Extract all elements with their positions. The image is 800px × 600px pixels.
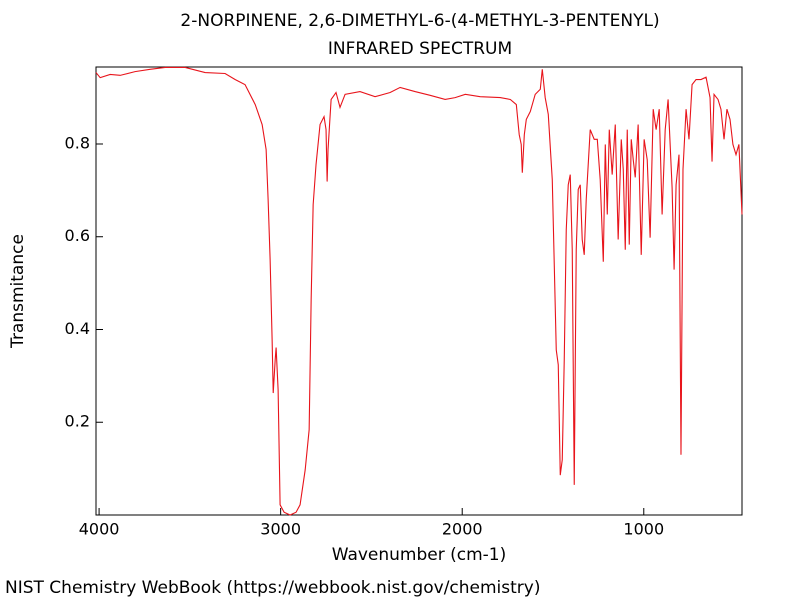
y-tick-label: 0.4 xyxy=(65,319,90,338)
x-axis-label: Wavenumber (cm-1) xyxy=(332,545,507,565)
x-tick-label: 4000 xyxy=(79,520,120,539)
footer: NIST Chemistry WebBook (https://webbook.… xyxy=(5,578,540,598)
chart-title: 2-NORPINENE, 2,6-DIMETHYL-6-(4-METHYL-3-… xyxy=(180,11,659,31)
y-tick-label: 0.8 xyxy=(65,133,90,152)
y-axis-label: Transmitance xyxy=(8,234,28,349)
chart-subtitle: INFRARED SPECTRUM xyxy=(328,39,512,59)
x-tick-label: 1000 xyxy=(623,520,664,539)
y-tick-label: 0.2 xyxy=(65,412,90,431)
y-tick-label: 0.6 xyxy=(65,226,90,245)
spectrum-line xyxy=(95,66,743,516)
plot-frame xyxy=(95,66,743,516)
x-tick-label: 3000 xyxy=(260,520,301,539)
x-tick-label: 2000 xyxy=(442,520,483,539)
